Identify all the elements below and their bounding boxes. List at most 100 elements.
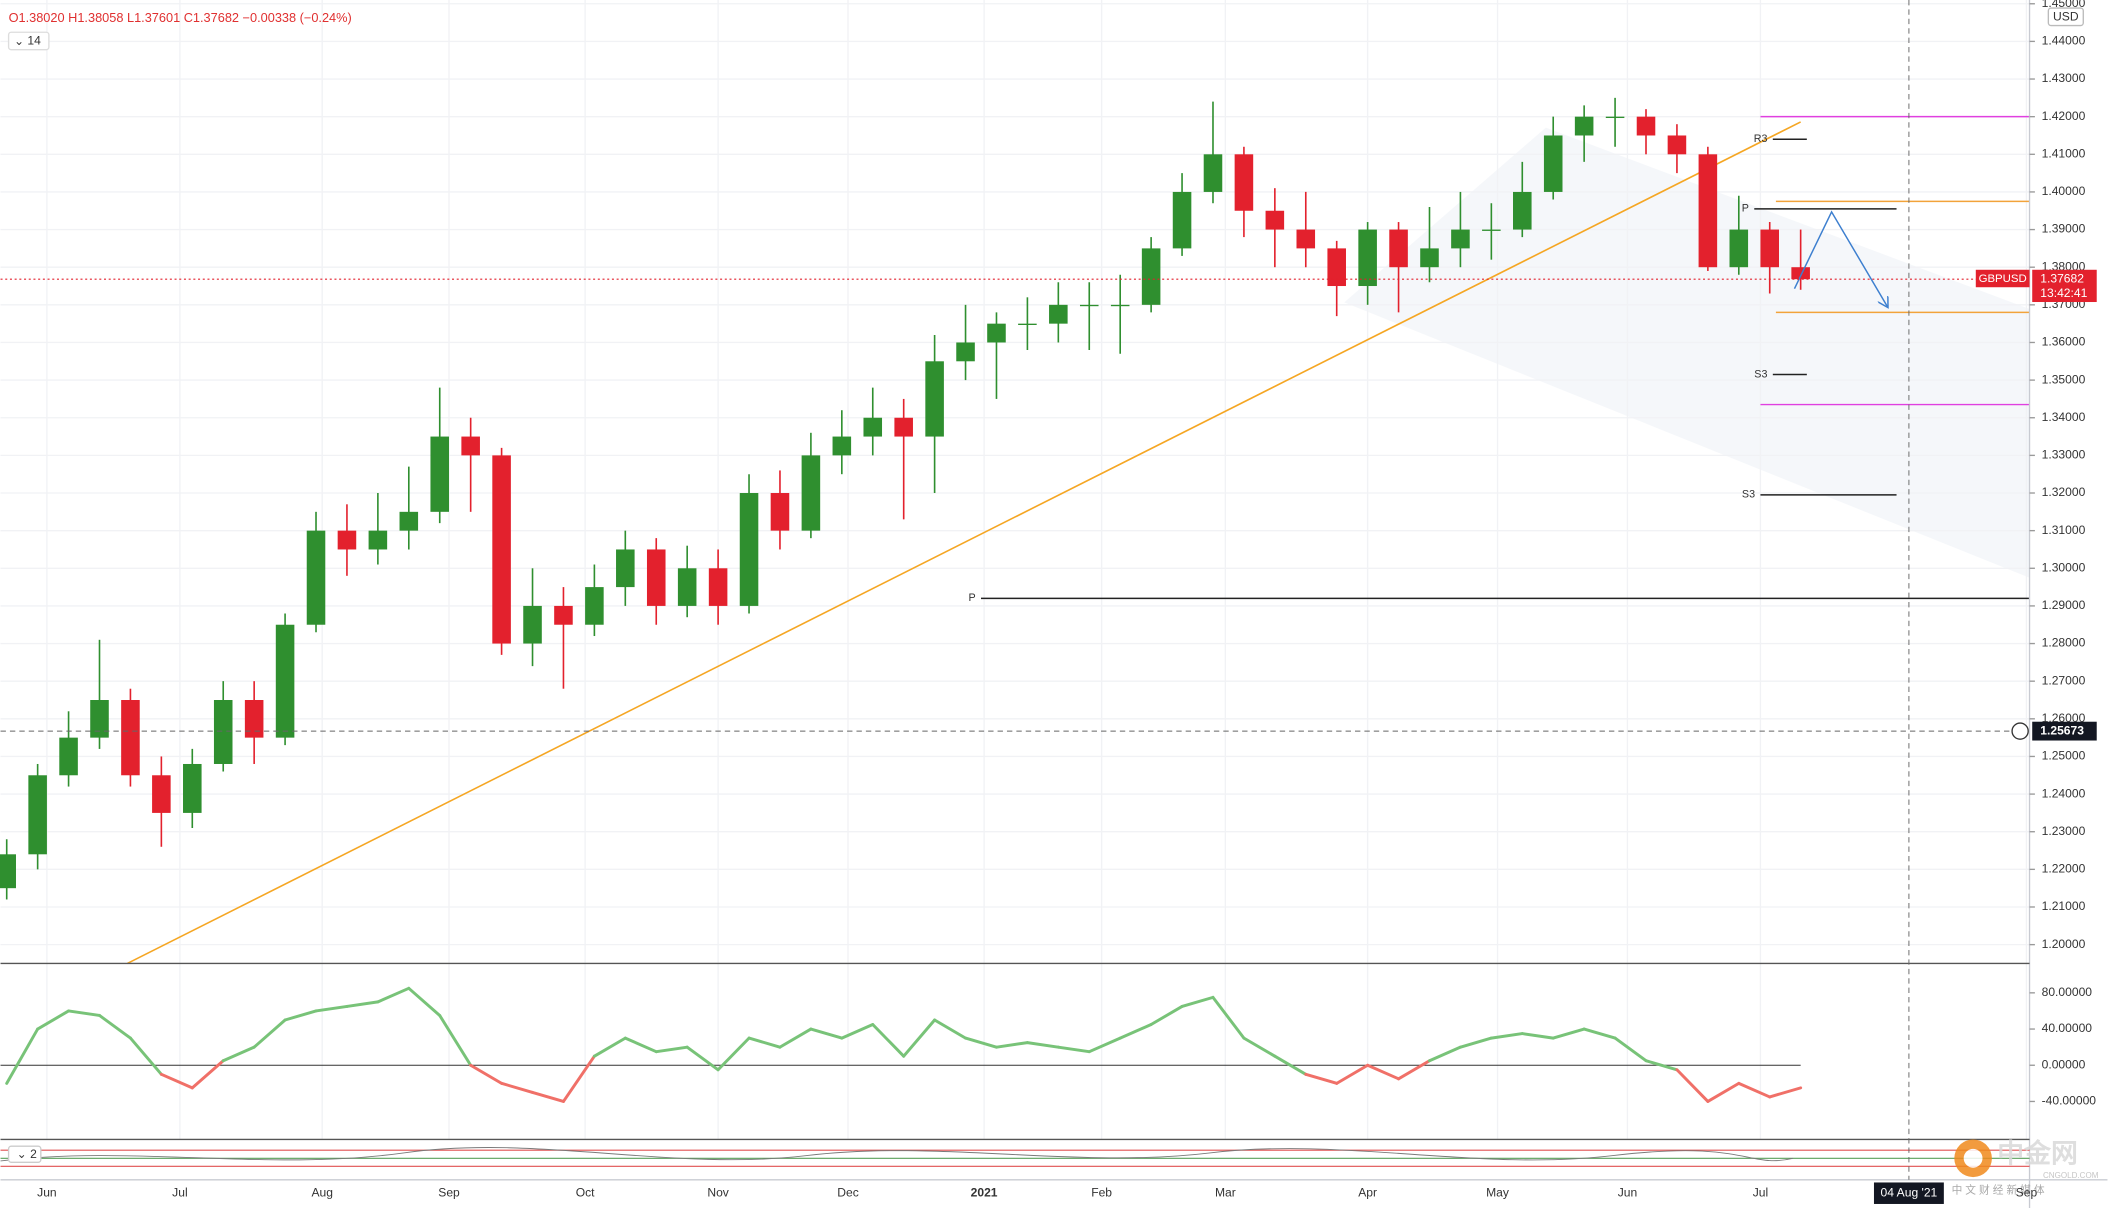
oscillator-segment [1644, 1059, 1679, 1072]
x-tick-label: 2021 [971, 1185, 998, 1199]
y-tick-label: 1.23000 [2042, 824, 2086, 838]
y-tick-label: 1.35000 [2042, 372, 2086, 386]
oscillator-segment [685, 1045, 720, 1072]
oscillator-segment [1551, 1027, 1586, 1040]
y-tick-label: 1.40000 [2042, 184, 2086, 198]
x-tick-label: Aug [311, 1185, 333, 1199]
y-tick-label: 1.43000 [2042, 71, 2086, 85]
open-value: O1.38020 [9, 10, 65, 25]
candle-body [1110, 304, 1130, 307]
y-tick-label: 1.45000 [2042, 0, 2086, 10]
oscillator-segment [98, 1013, 132, 1040]
price-tag [2032, 269, 2097, 303]
oscillator-segment [1397, 1059, 1431, 1081]
candle-body [183, 763, 202, 813]
candle-body [1234, 154, 1254, 211]
plot: R3 P S3 S3 P [0, 97, 2030, 1103]
oscillator-segment [469, 1063, 504, 1085]
panel-label-box [7, 1145, 42, 1163]
oscillator-segment [933, 1018, 968, 1040]
candle-body [337, 530, 357, 550]
x-tick-label: Oct [576, 1185, 595, 1199]
x-tick-label: Apr [1358, 1185, 1377, 1199]
ohlc-header: O1.38020 H1.38058 L1.37601 C1.37682 −0.0… [9, 10, 352, 25]
x-tick-label: Dec [837, 1185, 858, 1199]
oscillator-segment [407, 986, 442, 1017]
candle-body [1667, 135, 1687, 155]
candle-body [677, 568, 697, 606]
candle-body [1574, 116, 1594, 136]
x-tick-label: Jun [37, 1185, 56, 1199]
currency-box[interactable] [2047, 7, 2084, 27]
oscillator-segment [1768, 1086, 1803, 1099]
oscillator-segment [778, 1027, 813, 1049]
oscillator-segment [1087, 1036, 1122, 1054]
candle-body [1451, 229, 1470, 249]
candle-body [399, 511, 419, 531]
y-tick-label: 1.32000 [2042, 485, 2086, 499]
candle-body [1482, 229, 1501, 231]
y-tick-label: 1.22000 [2042, 862, 2086, 876]
oscillator-segment [1489, 1032, 1524, 1040]
oscillator-segment [500, 1081, 535, 1094]
candle-body [152, 775, 171, 813]
oscillator-segment [1675, 1068, 1710, 1103]
oscillator-segment [314, 1004, 349, 1013]
oscillator-segment [809, 1027, 844, 1040]
oscillator-segment [902, 1018, 937, 1058]
candle-body [1018, 323, 1037, 326]
y-tick-label: 40.00000 [2042, 1021, 2093, 1035]
oscillator-segment [1520, 1032, 1555, 1040]
indicator-toggle[interactable] [7, 31, 50, 51]
candle-body [368, 530, 388, 550]
symbol-tag [1975, 269, 2030, 288]
oscillator-segment [592, 1036, 627, 1058]
oscillator-segment [221, 1045, 256, 1063]
oscillator-segment [871, 1023, 906, 1058]
y-tick-label: 1.31000 [2042, 523, 2086, 537]
candle-body [1729, 229, 1749, 268]
crosshair-x-label: 04 Aug '21 [1881, 1185, 1938, 1199]
level-label: P [1742, 203, 1749, 215]
level-label: S3 [1754, 368, 1767, 380]
candle-body [121, 700, 140, 776]
candle-body [90, 700, 109, 738]
y-tick-label: 1.20000 [2042, 937, 2086, 951]
oscillator-segment [1304, 1072, 1339, 1085]
candle-body [1698, 154, 1718, 268]
projection-arrow [1793, 210, 1887, 306]
y-tick-label: 1.21000 [2042, 899, 2086, 913]
candle-body [244, 700, 264, 738]
candle-body [492, 455, 511, 644]
candle-body [894, 417, 913, 437]
indicator-line [0, 1147, 1794, 1162]
candle-body [461, 436, 480, 456]
watermark-logo-inner [1963, 1148, 1983, 1168]
oscillator-segment [283, 1009, 318, 1022]
oscillator-segment [1737, 1081, 1772, 1099]
candle-body [1389, 229, 1408, 268]
y-tick-label: 1.34000 [2042, 410, 2086, 424]
x-tick-label: Sep [2016, 1185, 2038, 1199]
candle-body [832, 436, 852, 456]
y-tick-label: 1.41000 [2042, 146, 2086, 160]
candle-body [770, 493, 790, 531]
x-tick-label: May [1486, 1185, 1510, 1199]
symbol-label: GBPUSD [1979, 273, 2027, 285]
indicator-panel: ⌄ 2 [0, 1145, 2030, 1167]
oscillator-segment [561, 1054, 596, 1103]
indicator-toggle-label: ⌄ 14 [14, 34, 41, 48]
oscillator-segment [1180, 995, 1215, 1008]
candle-body [1327, 248, 1346, 287]
candle-body [1141, 248, 1161, 305]
y-tick-label: 1.27000 [2042, 673, 2086, 687]
candle-body [554, 605, 573, 625]
low-value: L1.37601 [127, 10, 180, 25]
level-label: P [968, 592, 975, 604]
y-tick-label: 1.33000 [2042, 448, 2086, 462]
y-tick-label: 1.44000 [2042, 34, 2086, 48]
candle-body [1420, 248, 1439, 268]
candle-body [1049, 304, 1068, 324]
